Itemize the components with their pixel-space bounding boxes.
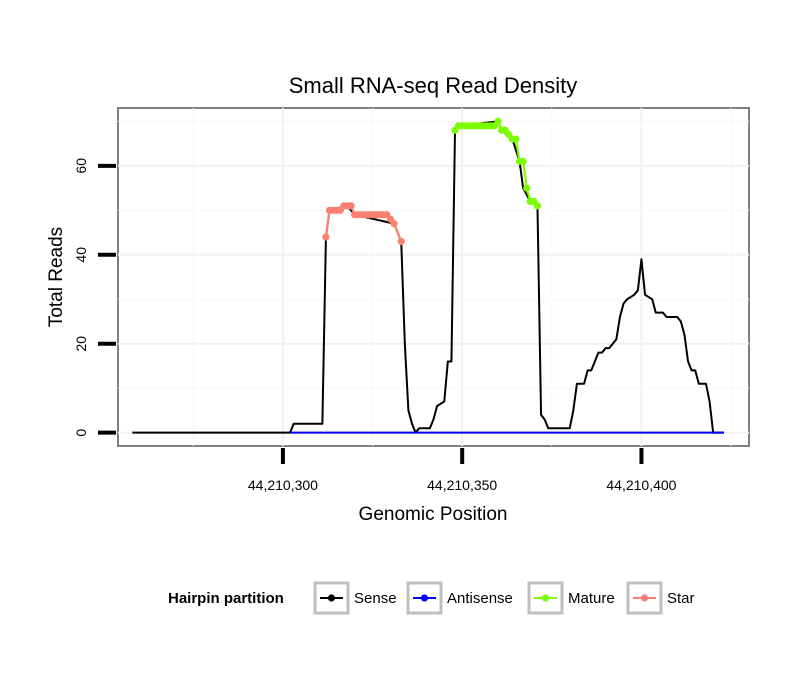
data-point-star: [397, 237, 405, 246]
x-axis: 44,210,300 44,210,350 44,210,400: [248, 448, 677, 493]
plot-panel: [117, 107, 750, 447]
series-line-sense: [132, 120, 724, 434]
legend-title: Hairpin partition: [168, 590, 284, 607]
y-axis-label: Total Reads: [46, 227, 67, 327]
data-point-star: [390, 220, 398, 228]
x-axis-label: Genomic Position: [359, 504, 508, 525]
x-tick-label: 44,210,300: [248, 477, 318, 493]
grid-minor: [118, 108, 749, 446]
data-point-star: [322, 233, 330, 241]
x-tick-label: 44,210,400: [606, 477, 676, 493]
y-tick-label: 0: [73, 429, 89, 437]
data-point-mature: [533, 202, 542, 210]
legend-label-antisense: Antisense: [447, 590, 513, 607]
legend-dot-mature: [541, 594, 550, 602]
legend-label-star: Star: [667, 590, 695, 607]
legend-items: Sense Antisense Mature Star: [313, 581, 695, 615]
legend-dot-star: [640, 594, 649, 602]
legend-label-sense: Sense: [354, 590, 397, 607]
legend: Hairpin partition Sense Antisense Mature St…: [168, 581, 695, 615]
data-point-mature: [494, 117, 502, 125]
y-tick-label: 40: [73, 247, 89, 263]
y-axis: 0 20 40 60: [73, 158, 116, 437]
data-point-star: [347, 202, 355, 210]
x-tick-label: 44,210,350: [427, 477, 497, 493]
legend-dot-sense: [327, 594, 336, 602]
legend-dot-antisense: [420, 594, 429, 602]
y-tick-label: 60: [73, 158, 89, 174]
data-point-mature: [512, 135, 520, 143]
points-layer: [322, 117, 542, 246]
chart-title: Small RNA-seq Read Density: [289, 73, 578, 98]
data-point-mature: [519, 157, 527, 165]
data-point-mature: [523, 184, 531, 192]
y-tick-label: 20: [73, 336, 89, 352]
legend-label-mature: Mature: [568, 590, 615, 607]
